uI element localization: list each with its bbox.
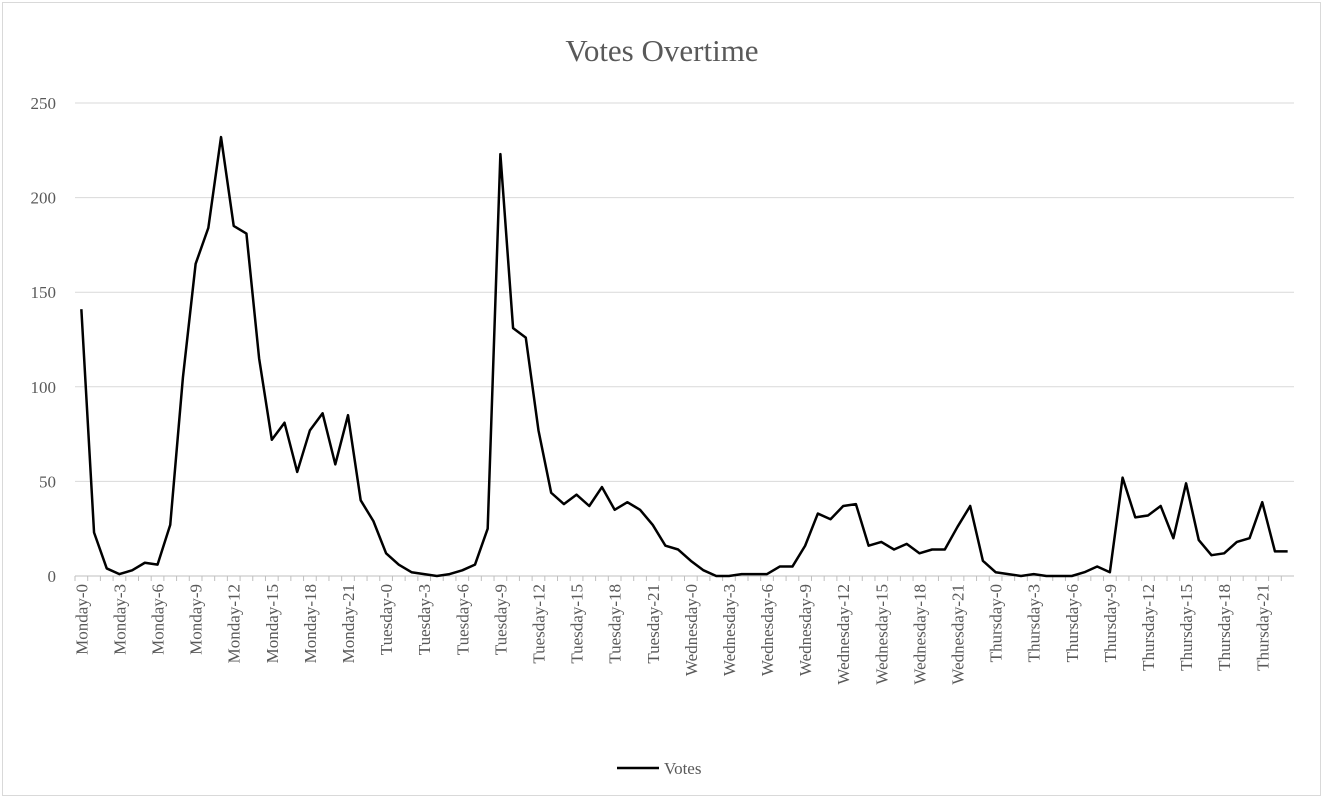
- y-tick-label: 100: [31, 378, 57, 397]
- x-tick-label: Wednesday-18: [910, 584, 929, 685]
- x-tick-label: Tuesday-15: [568, 584, 587, 664]
- x-tick-label: Thursday-6: [1063, 584, 1082, 662]
- y-tick-label: 0: [48, 567, 57, 586]
- x-tick-label: Monday-12: [225, 584, 244, 663]
- x-axis-tick-labels: Monday-0 Monday-3 Monday-6 Monday-9 Monday-1…: [72, 584, 1272, 685]
- gridlines: [75, 102, 1294, 482]
- x-tick-label: Tuesday-21: [644, 584, 663, 664]
- legend: Votes: [617, 759, 701, 778]
- series-line-votes: [80, 135, 1288, 578]
- x-tick-label: Tuesday-12: [529, 584, 548, 664]
- y-tick-label: 200: [31, 189, 57, 208]
- x-axis: [74, 575, 1294, 581]
- legend-label-votes: Votes: [664, 759, 701, 778]
- x-tick-label: Thursday-12: [1139, 584, 1158, 671]
- x-tick-label: Wednesday-21: [949, 584, 968, 685]
- x-tick-label: Wednesday-6: [758, 584, 777, 676]
- y-tick-label: 250: [31, 94, 57, 113]
- x-tick-label: Wednesday-0: [682, 584, 701, 676]
- x-tick-label: Monday-21: [339, 584, 358, 663]
- x-tick-label: Thursday-9: [1101, 584, 1120, 662]
- x-tick-label: Tuesday-18: [606, 584, 625, 664]
- x-tick-label: Tuesday-9: [491, 584, 510, 655]
- series-layer: [80, 135, 1288, 578]
- x-tick-label: Monday-6: [149, 584, 168, 655]
- x-tick-label: Thursday-3: [1025, 584, 1044, 662]
- x-tick-label: Thursday-21: [1253, 584, 1272, 671]
- x-tick-label: Wednesday-9: [796, 584, 815, 676]
- x-tick-label: Monday-9: [187, 584, 206, 655]
- y-tick-label: 150: [31, 283, 57, 302]
- x-tick-label: Monday-0: [72, 584, 91, 655]
- y-axis-tick-labels: 0 50 100 150 200 250: [31, 94, 57, 586]
- y-tick-label: 50: [39, 472, 56, 491]
- x-tick-label: Thursday-15: [1177, 584, 1196, 671]
- x-tick-label: Wednesday-3: [720, 584, 739, 676]
- x-tick-label: Monday-18: [301, 584, 320, 663]
- x-tick-label: Thursday-0: [987, 584, 1006, 662]
- x-tick-label: Tuesday-0: [377, 584, 396, 655]
- chart-title: Votes Overtime: [565, 33, 758, 68]
- x-tick-label: Thursday-18: [1215, 584, 1234, 671]
- x-tick-label: Tuesday-3: [415, 584, 434, 655]
- x-tick-label: Monday-3: [110, 584, 129, 655]
- x-tick-label: Monday-15: [263, 584, 282, 663]
- x-tick-label: Wednesday-15: [872, 584, 891, 685]
- x-tick-label: Tuesday-6: [453, 584, 472, 655]
- x-tick-label: Wednesday-12: [834, 584, 853, 685]
